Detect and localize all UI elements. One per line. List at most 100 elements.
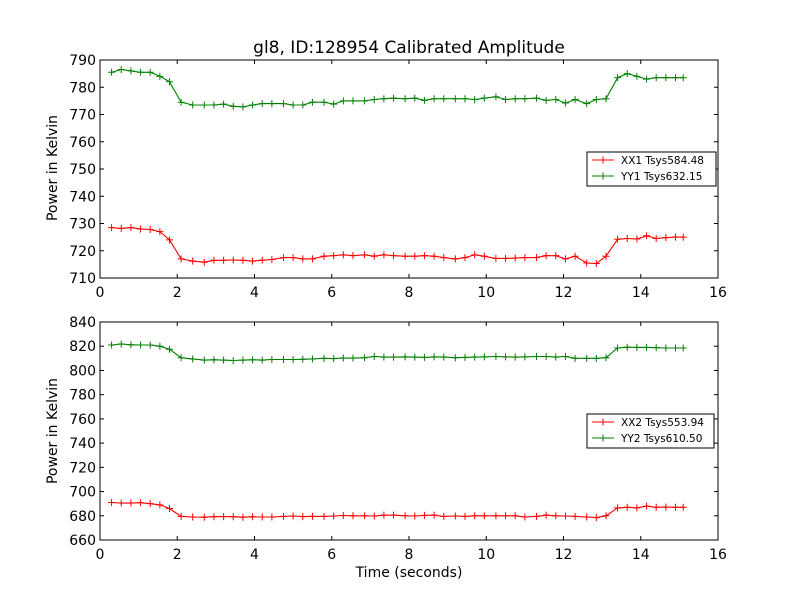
bottom-plot-series-1-point bbox=[532, 353, 540, 361]
bottom-plot-series-0-point bbox=[571, 512, 579, 520]
bottom-plot-series-0-point bbox=[289, 512, 297, 520]
top-plot-series-0-point bbox=[480, 252, 488, 260]
top-plot-labels: Power in Kelvin bbox=[45, 115, 61, 221]
bottom-plot-series-0-line bbox=[111, 501, 684, 519]
top-plot-axes: 0 2 4 6 8 10 12 14 16 710 720 730 740 750 760 770 780 790 bbox=[69, 53, 727, 301]
bottom-plot-series-1-point bbox=[451, 354, 459, 362]
top-plot-series-0-point bbox=[258, 256, 266, 264]
bottom-plot-series-1-point bbox=[552, 353, 560, 361]
bottom-plot-series-0-point bbox=[127, 499, 135, 507]
top-plot-series-0-point bbox=[571, 252, 579, 260]
top-plot-series-0-point bbox=[672, 233, 680, 241]
bottom-plot-series-0-point bbox=[349, 512, 357, 520]
bottom-plot-series-0-point bbox=[370, 512, 378, 520]
bottom-plot-series-0-point bbox=[643, 502, 651, 510]
bottom-plot-series-0-point bbox=[542, 511, 550, 519]
bottom-plot-series-1-point bbox=[420, 353, 428, 361]
top-plot-legend-label: XX1 Tsys584.48 bbox=[621, 155, 704, 167]
bottom-plot-series-1-point bbox=[411, 353, 419, 361]
bottom-plot-series-0-point bbox=[471, 512, 479, 520]
top-plot-series-0-point bbox=[177, 255, 185, 263]
bottom-plot-series-0-point bbox=[552, 512, 560, 520]
top-plot-series-1-point bbox=[602, 95, 610, 103]
top-plot-x-tick-label: 0 bbox=[96, 285, 105, 301]
bottom-plot-series-1-point bbox=[229, 357, 237, 365]
bottom-plot-series-0-point bbox=[229, 513, 237, 521]
bottom-plot-series-1-point bbox=[108, 341, 116, 349]
bottom-plot-y-tick-label: 680 bbox=[69, 509, 96, 525]
top-plot-series-1-point bbox=[643, 75, 651, 83]
top-plot-series-0-point bbox=[521, 254, 529, 262]
top-plot-series-0-point bbox=[552, 252, 560, 260]
top-plot-series-1-point bbox=[330, 100, 338, 108]
top-plot-series-1-point bbox=[156, 72, 164, 80]
bottom-plot-series-0-point bbox=[380, 511, 388, 519]
top-plot-series-0-point bbox=[583, 259, 591, 267]
top-plot-series-0-point bbox=[220, 256, 228, 264]
top-plot-y-tick-label: 780 bbox=[69, 80, 96, 96]
top-plot-series-1-point bbox=[299, 101, 307, 109]
bottom-plot-legend-label: YY2 Tsys610.50 bbox=[620, 433, 702, 445]
top-plot-series-0-point bbox=[239, 256, 247, 264]
bottom-plot-series-1-point bbox=[349, 354, 357, 362]
bottom-plot-series-1-point bbox=[146, 341, 154, 349]
bottom-plot-y-tick-label: 760 bbox=[69, 412, 96, 428]
top-plot-series-1-point bbox=[166, 78, 174, 86]
top-plot-y-axis-label: Power in Kelvin bbox=[45, 115, 61, 221]
bottom-plot-series-1-point bbox=[401, 353, 409, 361]
bottom-plot-legend-marker bbox=[599, 418, 607, 426]
bottom-plot-series-1-point bbox=[127, 341, 135, 349]
bottom-plot-x-tick-label: 8 bbox=[405, 547, 414, 563]
bottom-plot-lines bbox=[108, 340, 687, 522]
bottom-plot-x-tick-label: 4 bbox=[250, 547, 259, 563]
bottom-plot-series-0-point bbox=[561, 512, 569, 520]
top-plot-series-0-point bbox=[643, 232, 651, 240]
top-plot-x-tick-label: 2 bbox=[173, 285, 182, 301]
bottom-plot-legend-label: XX2 Tsys553.94 bbox=[621, 417, 704, 429]
bottom-plot-series-0-point bbox=[492, 512, 500, 520]
top-plot-series-0-point bbox=[380, 251, 388, 259]
bottom-plot-series-0-point bbox=[146, 500, 154, 508]
top-plot-series-1-point bbox=[339, 97, 347, 105]
bottom-plot-series-1-point bbox=[492, 353, 500, 361]
top-plot-series-0-point bbox=[137, 225, 145, 233]
top-plot-series-0-point bbox=[420, 252, 428, 260]
bottom-plot-x-tick-label: 0 bbox=[96, 547, 105, 563]
top-plot-series-1-point bbox=[411, 94, 419, 102]
bottom-plot-series-0-point bbox=[268, 513, 276, 521]
bottom-plot-y-tick-label: 740 bbox=[69, 436, 96, 452]
top-plot-series-1-point bbox=[177, 98, 185, 106]
bottom-plot-series-0-point bbox=[177, 512, 185, 520]
top-plot-series-1-point bbox=[210, 101, 218, 109]
bottom-plot-legend: XX2 Tsys553.94 YY2 Tsys610.50 bbox=[586, 413, 715, 449]
top-plot-series-0-point bbox=[502, 254, 510, 262]
top-plot-series-1-point bbox=[672, 74, 680, 82]
bottom-plot-series-1-point bbox=[177, 354, 185, 362]
bottom-plot-series-0-point bbox=[220, 513, 228, 521]
bottom-plot-series-0-point bbox=[511, 512, 519, 520]
bottom-plot-series-1-point bbox=[633, 343, 641, 351]
bottom-plot-series-1-point bbox=[220, 356, 228, 364]
bottom-plot-series-1-point bbox=[652, 344, 660, 352]
top-plot-series-0-point bbox=[430, 252, 438, 260]
top-plot-series-1-point bbox=[430, 95, 438, 103]
bottom-plot-y-tick-label: 700 bbox=[69, 485, 96, 501]
bottom-plot-series-1-point bbox=[679, 344, 687, 352]
bottom-plot-series-0-point bbox=[679, 503, 687, 511]
bottom-plot-series-1-point bbox=[308, 355, 316, 363]
top-plot-series-1-point bbox=[652, 74, 660, 82]
top-plot-series-0-point bbox=[679, 233, 687, 241]
bottom-plot-series-1-point bbox=[592, 354, 600, 362]
bottom-plot-series-0-point bbox=[279, 512, 287, 520]
bottom-plot-series-1-point bbox=[189, 355, 197, 363]
bottom-plot-series-0-point bbox=[592, 514, 600, 522]
top-plot-series-0-point bbox=[411, 252, 419, 260]
top-plot-series-1-point bbox=[532, 94, 540, 102]
bottom-plot-x-tick-label: 10 bbox=[477, 547, 495, 563]
top-plot-series-0-point bbox=[492, 254, 500, 262]
bottom-plot-legend-marker bbox=[599, 434, 607, 442]
top-plot-series-0-point bbox=[320, 252, 328, 260]
bottom-plot-series-0-point bbox=[137, 499, 145, 507]
bottom-plot-series-1-point bbox=[239, 356, 247, 364]
bottom-plot-series-0-point bbox=[320, 512, 328, 520]
